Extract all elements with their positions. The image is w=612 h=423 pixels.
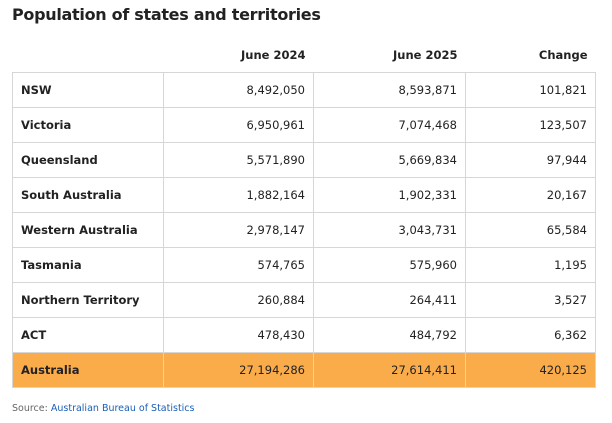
- header-row: June 2024 June 2025 Change: [13, 37, 596, 73]
- total-label-cell: Australia: [12, 352, 164, 388]
- table-row: Victoria 6,950,961 7,074,468 123,507: [12, 107, 596, 143]
- value-cell: 20,167: [465, 177, 596, 213]
- value-cell: 97,944: [465, 142, 596, 178]
- total-row: Australia 27,194,286 27,614,411 420,125: [12, 352, 596, 388]
- value-cell: 65,584: [465, 212, 596, 248]
- value-cell: 2,978,147: [163, 212, 314, 248]
- header-cell: June 2025: [393, 47, 458, 62]
- value-cell: 5,669,834: [313, 142, 466, 178]
- region-cell: Victoria: [12, 107, 164, 143]
- value-cell: 6,950,961: [163, 107, 314, 143]
- region-cell: Northern Territory: [12, 282, 164, 318]
- value-cell: 101,821: [465, 72, 596, 108]
- source-label: Source:: [12, 403, 48, 414]
- title: Population of states and territories: [12, 5, 321, 24]
- table-row: ACT 478,430 484,792 6,362: [12, 317, 596, 353]
- value-cell: 264,411: [313, 282, 466, 318]
- region-cell: Tasmania: [12, 247, 164, 283]
- table-body: NSW 8,492,050 8,593,871 101,821 Victoria 6,95…: [12, 72, 596, 388]
- header-cell: Change: [538, 47, 588, 62]
- region-cell: ACT: [12, 317, 164, 353]
- region-cell: Queensland: [12, 142, 164, 178]
- value-cell: 3,043,731: [313, 212, 466, 248]
- value-cell: 123,507: [465, 107, 596, 143]
- header-cell: June 2024: [241, 47, 306, 62]
- total-value-cell: 420,125: [465, 352, 596, 388]
- value-cell: 1,195: [465, 247, 596, 283]
- value-cell: 575,960: [313, 247, 466, 283]
- value-cell: 574,765: [163, 247, 314, 283]
- population-table: June 2024 June 2025 Change NSW 8,492,050 8,5…: [12, 37, 596, 388]
- value-cell: 1,882,164: [163, 177, 314, 213]
- table-row: Northern Territory 260,884 264,411 3,527: [12, 282, 596, 318]
- value-cell: 7,074,468: [313, 107, 466, 143]
- header-cell: [13, 37, 164, 73]
- region-cell: Western Australia: [12, 212, 164, 248]
- value-cell: 3,527: [465, 282, 596, 318]
- region-cell: NSW: [12, 72, 164, 108]
- value-cell: 1,902,331: [313, 177, 466, 213]
- table-row: NSW 8,492,050 8,593,871 101,821: [12, 72, 596, 108]
- table-row: Queensland 5,571,890 5,669,834 97,944: [12, 142, 596, 178]
- total-value-cell: 27,194,286: [163, 352, 314, 388]
- value-cell: 8,593,871: [313, 72, 466, 108]
- source: Source: Australian Bureau of Statistics: [12, 403, 194, 414]
- table-row: Tasmania 574,765 575,960 1,195: [12, 247, 596, 283]
- value-cell: 484,792: [313, 317, 466, 353]
- value-cell: 6,362: [465, 317, 596, 353]
- value-cell: 478,430: [163, 317, 314, 353]
- value-cell: 5,571,890: [163, 142, 314, 178]
- value-cell: 260,884: [163, 282, 314, 318]
- total-value-cell: 27,614,411: [313, 352, 466, 388]
- source-link[interactable]: Australian Bureau of Statistics: [50, 403, 195, 414]
- table-row: Western Australia 2,978,147 3,043,731 65,58…: [12, 212, 596, 248]
- table-row: South Australia 1,882,164 1,902,331 20,167: [12, 177, 596, 213]
- region-cell: South Australia: [12, 177, 164, 213]
- value-cell: 8,492,050: [163, 72, 314, 108]
